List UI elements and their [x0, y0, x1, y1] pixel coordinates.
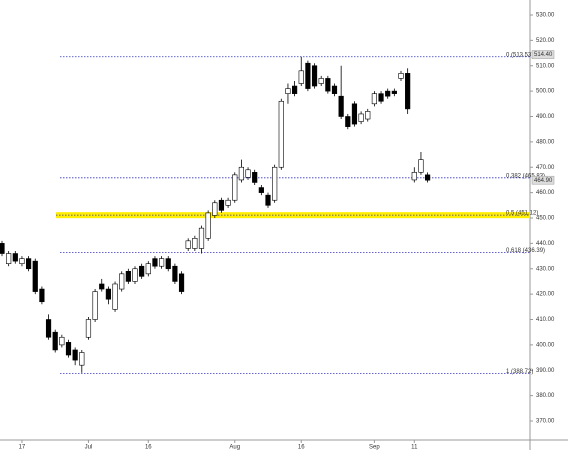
candle-body	[132, 268, 138, 282]
candle-body	[345, 116, 351, 127]
candle-body	[105, 288, 111, 300]
y-tick-label: 400.00	[536, 342, 555, 348]
y-tick-label: 490.00	[536, 114, 555, 120]
price-marker-label: 464.90	[534, 178, 553, 184]
candle-body	[298, 70, 304, 84]
candle-body	[139, 265, 145, 277]
candle-body	[205, 212, 211, 239]
candle-body	[39, 288, 45, 303]
y-tick-label: 380.00	[536, 393, 555, 399]
candle-body	[405, 73, 411, 110]
y-tick-label: 440.00	[536, 241, 555, 247]
candle-body	[398, 73, 404, 79]
y-tick-label: 520.00	[536, 38, 555, 44]
y-tick-label: 430.00	[536, 266, 555, 272]
candle-body	[32, 260, 38, 292]
candle-body	[365, 111, 371, 120]
candle-body	[424, 174, 431, 181]
candle-body	[152, 258, 158, 267]
candle-body	[371, 93, 378, 105]
y-tick-label: 390.00	[536, 368, 555, 374]
candle-body	[385, 90, 391, 97]
x-tick-label: 11	[411, 445, 418, 450]
price-marker-box	[531, 175, 555, 185]
candle-body	[311, 65, 318, 87]
candle-body	[265, 194, 271, 206]
candle-body	[19, 258, 25, 264]
candle-body	[418, 159, 424, 173]
candle-body	[145, 263, 151, 275]
candle-body	[65, 342, 72, 356]
candle-body	[411, 172, 417, 181]
candle-body	[212, 202, 218, 216]
candle-body	[351, 103, 358, 125]
x-tick-label: 16	[298, 445, 305, 450]
candle-body	[378, 93, 384, 102]
candle-body	[318, 78, 324, 84]
candle-body	[59, 336, 65, 346]
candle-body	[185, 240, 191, 249]
fib-label: 0.5 (451.12)	[506, 211, 538, 217]
candle-body	[172, 265, 178, 282]
candle-body	[192, 238, 198, 249]
y-tick-label: 530.00	[536, 13, 555, 19]
x-tick-label: Aug	[229, 445, 240, 450]
candle-body	[258, 187, 264, 193]
candle-body	[391, 90, 397, 94]
candle-body	[92, 291, 98, 320]
candle-body	[12, 253, 18, 262]
candle-body	[79, 352, 85, 366]
candle-body	[45, 319, 52, 338]
candle-body	[112, 283, 118, 310]
candle-body	[52, 331, 58, 351]
candle-body	[305, 62, 311, 89]
candle-body	[25, 258, 32, 270]
candle-body	[278, 100, 284, 168]
candle-body	[159, 258, 165, 267]
y-tick-label: 470.00	[536, 165, 555, 171]
candle-body	[125, 270, 131, 282]
candle-body	[165, 258, 171, 270]
x-tick-label: 17	[19, 445, 26, 450]
candle-body	[85, 319, 92, 338]
y-tick-label: 510.00	[536, 63, 555, 69]
candle-body	[338, 95, 344, 117]
candle-body	[99, 283, 105, 290]
y-tick-label: 450.00	[536, 216, 555, 222]
candle-body	[198, 227, 205, 249]
candle-body	[238, 166, 245, 181]
candle-body	[178, 273, 185, 292]
x-tick-label: Sep	[369, 445, 380, 450]
y-tick-label: 410.00	[536, 317, 555, 323]
candle-body	[358, 113, 364, 122]
candle-body	[218, 199, 225, 211]
fib-label: 0.618 (436.39)	[506, 248, 545, 254]
price-marker-box	[531, 50, 555, 59]
y-tick-label: 460.00	[536, 190, 555, 196]
candle-body	[291, 85, 298, 94]
candle-body	[232, 174, 238, 201]
fib-label: 0 (513.53)	[506, 52, 533, 58]
candle-body	[331, 85, 338, 94]
y-tick-label: 480.00	[536, 139, 555, 145]
candle-body	[6, 253, 12, 264]
candle-body	[285, 88, 291, 94]
candle-body	[225, 199, 231, 206]
y-tick-label: 370.00	[536, 419, 555, 425]
candle-body	[245, 169, 251, 178]
candle-body	[119, 273, 125, 290]
candle-body	[325, 78, 331, 92]
y-tick-label: 420.00	[536, 292, 555, 298]
candle-body	[72, 349, 78, 361]
candle-body	[252, 172, 258, 183]
x-tick-label: Jul	[85, 445, 93, 450]
y-tick-label: 500.00	[536, 89, 555, 95]
fib-label: 0.382 (465.83)	[506, 173, 545, 179]
candle-body	[272, 166, 278, 201]
candle-body	[0, 243, 5, 254]
fib-label: 1 (388.72)	[506, 369, 533, 375]
price-marker-label: 514.40	[534, 52, 553, 58]
x-tick-label: 16	[145, 445, 152, 450]
